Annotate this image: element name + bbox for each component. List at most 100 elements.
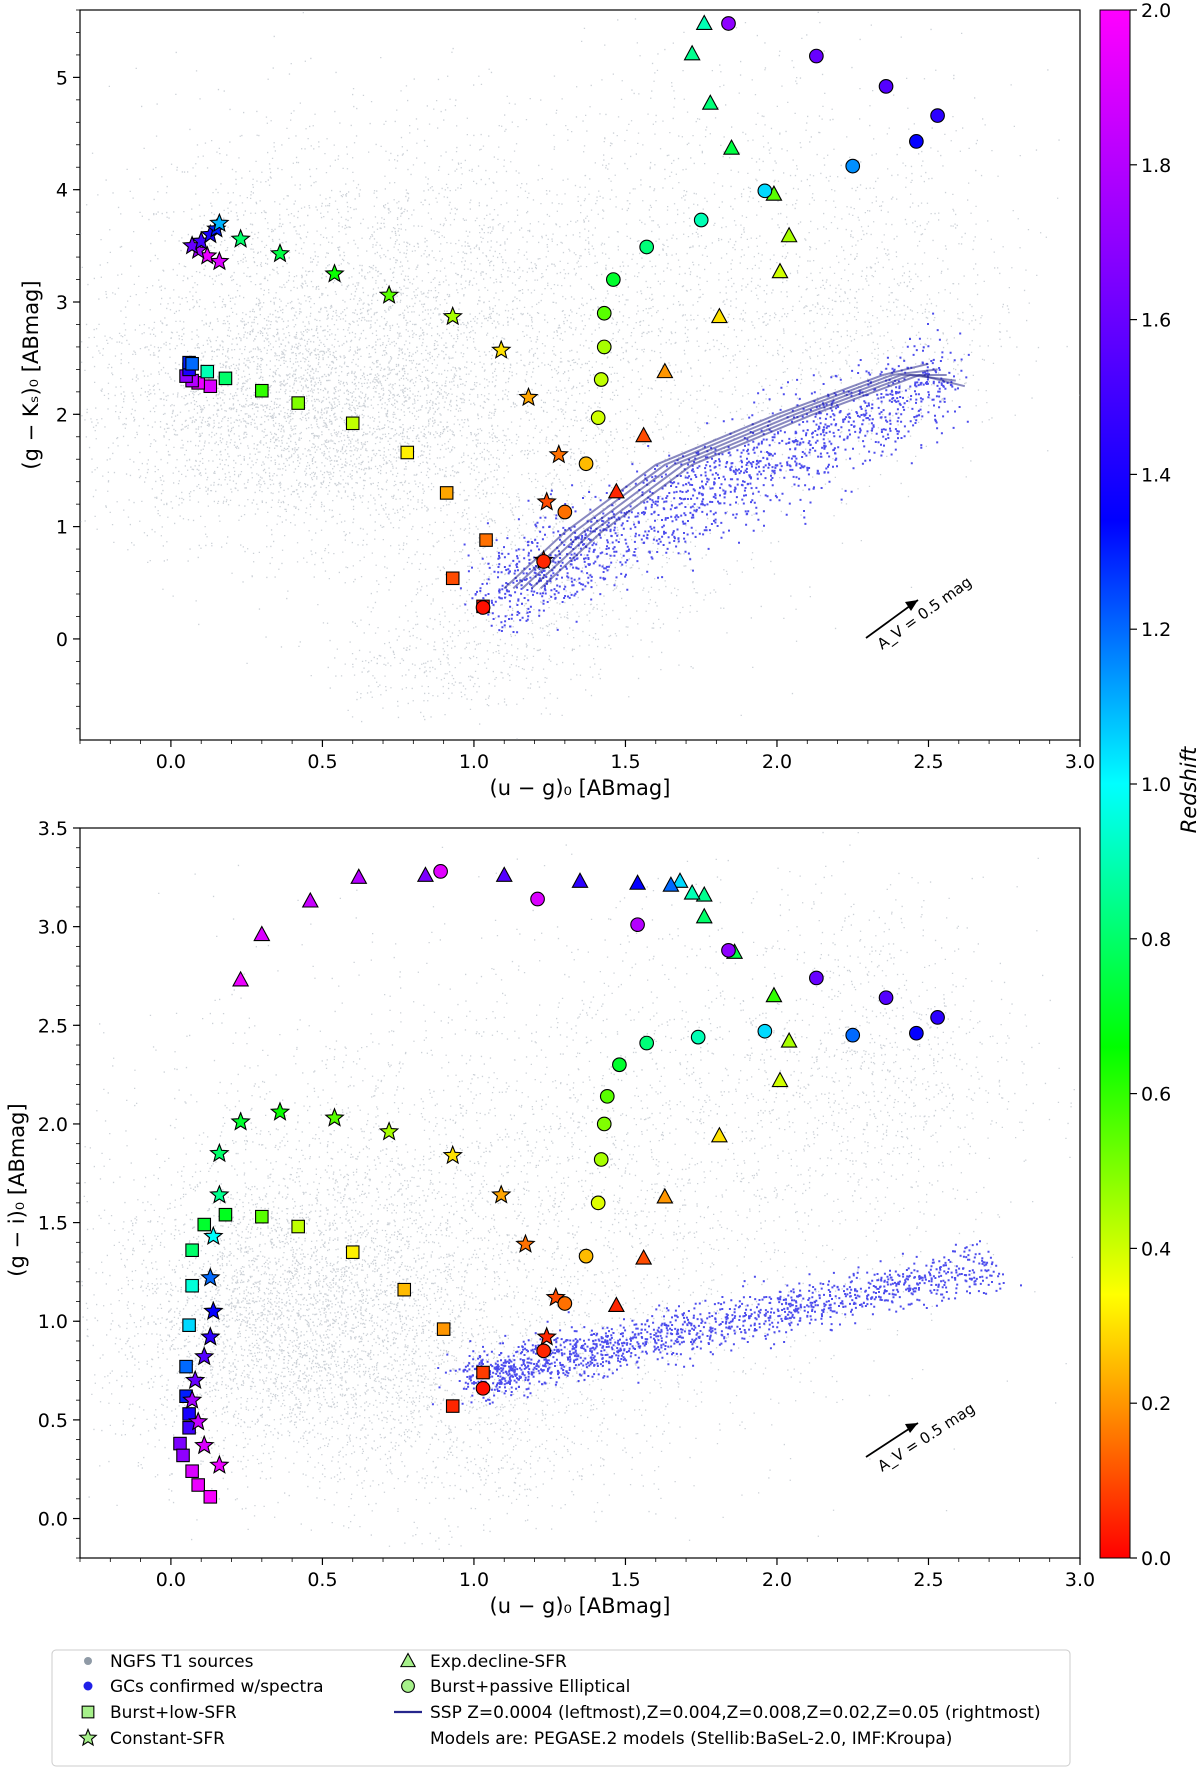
bottom-star-marker xyxy=(378,1121,400,1141)
bottom-triangle-marker xyxy=(771,1071,789,1088)
colorbar-tick-label: 2.0 xyxy=(1141,0,1171,22)
bottom-circle-marker xyxy=(590,1195,606,1211)
top-square-marker xyxy=(445,571,460,586)
bottom-plot-frame xyxy=(79,827,1081,1559)
bottom-circle-marker xyxy=(578,1248,594,1264)
top-square-marker xyxy=(218,371,233,386)
bottom-star-marker xyxy=(515,1233,536,1253)
bottom-square-marker xyxy=(436,1322,451,1336)
top-circle-marker xyxy=(930,108,945,123)
top-x-tick-label: 2.5 xyxy=(913,751,943,773)
bottom-star-marker xyxy=(203,1225,224,1246)
bottom-star-marker xyxy=(209,1454,230,1474)
top-star-marker xyxy=(548,443,569,464)
top-y-tick-label: 0 xyxy=(56,629,68,651)
bottom-star-marker xyxy=(184,1369,206,1390)
top-star-marker xyxy=(230,228,251,248)
redshift-colorbar: 0.0 0.2 0.4 0.6 0.8 1.0 1.2 1.4 1.6 1.8 2.0 Redshi… xyxy=(1099,0,1200,1570)
bottom-y-tick-label: 2.0 xyxy=(38,1114,68,1136)
top-ssp-line-0 xyxy=(503,362,929,590)
bottom-x-axis-label: (u − g)₀ [ABmag] xyxy=(490,1594,671,1618)
colorbar-gradient xyxy=(1099,9,1131,1559)
top-triangle-marker xyxy=(771,262,789,279)
bottom-gc-dots xyxy=(431,1240,1022,1406)
bottom-triangle-marker xyxy=(662,876,680,892)
top-field-source-dots xyxy=(80,11,1080,740)
colorbar-tick-label: 0.4 xyxy=(1141,1238,1171,1260)
top-triangle-marker xyxy=(701,94,719,110)
bottom-square-marker xyxy=(185,1464,199,1478)
bottom-square-marker xyxy=(185,1243,199,1258)
top-y-tick-label: 3 xyxy=(56,292,68,314)
bottom-square-marker xyxy=(185,1278,199,1293)
top-star-marker xyxy=(209,212,230,233)
bottom-star-marker xyxy=(209,1184,230,1204)
top-circle-marker xyxy=(605,272,621,287)
top-circle-marker xyxy=(639,239,655,255)
top-circle-marker xyxy=(590,410,606,426)
top-star-marker xyxy=(324,263,345,283)
top-square-marker xyxy=(255,383,269,398)
top-y-tick-label: 5 xyxy=(56,67,68,89)
bottom-circle-marker xyxy=(930,1010,945,1025)
bottom-y-tick-label: 3.0 xyxy=(38,917,68,939)
bottom-model-markers xyxy=(173,864,945,1504)
bottom-x-tick-label: 1.0 xyxy=(459,1569,489,1591)
top-circle-marker xyxy=(596,305,612,321)
bottom-x-tick-label: 2.5 xyxy=(913,1569,943,1591)
legend-label: SSP Z=0.0004 (leftmost),Z=0.004,Z=0.008,… xyxy=(430,1703,1041,1723)
legend-label: Burst+low-SFR xyxy=(110,1703,237,1723)
bottom-y-tick-label: 1.0 xyxy=(38,1311,68,1333)
bottom-square-marker xyxy=(218,1207,233,1222)
bottom-circle-marker xyxy=(721,942,736,958)
top-circle-marker xyxy=(596,339,612,355)
top-x-axis-label: (u − g)₀ [ABmag] xyxy=(490,776,671,800)
top-reddening-arrowhead xyxy=(905,600,918,611)
top-star-marker xyxy=(536,491,557,511)
legend-marker-gc xyxy=(83,1681,93,1691)
bottom-triangle-marker xyxy=(232,970,250,987)
top-y-tick-label: 1 xyxy=(56,517,68,539)
bottom-star-marker xyxy=(200,1267,221,1287)
legend-marker-circle xyxy=(401,1679,415,1693)
bottom-x-tick-label: 1.5 xyxy=(610,1569,640,1591)
top-gc-points xyxy=(459,312,970,634)
bottom-circle-marker xyxy=(475,1380,491,1396)
bottom-x-tick-label: 0.5 xyxy=(307,1569,337,1591)
top-x-tick-label: 1.5 xyxy=(610,751,640,773)
top-square-marker xyxy=(291,396,305,410)
top-star-marker xyxy=(518,386,539,407)
top-x-tick-label: 0.5 xyxy=(307,751,337,773)
bottom-square-marker xyxy=(345,1245,360,1259)
bottom-square-marker xyxy=(397,1282,412,1297)
top-circle-marker xyxy=(809,48,824,64)
colorbar-tick-label: 1.4 xyxy=(1141,464,1171,486)
colorbar-label: Redshift xyxy=(1177,746,1200,833)
bottom-star-marker xyxy=(230,1111,251,1131)
top-circle-marker xyxy=(845,158,861,174)
colorbar-tick-label: 0.0 xyxy=(1141,1548,1171,1570)
bottom-gc-points xyxy=(431,1240,1022,1406)
top-circle-marker xyxy=(578,456,594,472)
top-triangle-marker xyxy=(683,44,701,61)
top-y-tick-label: 4 xyxy=(56,180,68,202)
bottom-star-marker xyxy=(181,1389,203,1409)
colorbar-tick-label: 0.6 xyxy=(1141,1084,1171,1106)
bottom-circle-marker xyxy=(433,864,448,879)
bottom-triangle-marker xyxy=(780,1031,798,1048)
bottom-circle-marker xyxy=(536,1343,551,1359)
bottom-square-marker xyxy=(182,1318,196,1332)
bottom-square-marker xyxy=(445,1399,460,1413)
bottom-circle-marker xyxy=(593,1152,609,1167)
bottom-y-tick-label: 2.5 xyxy=(38,1015,68,1037)
bottom-circle-marker xyxy=(557,1296,573,1311)
top-model-markers xyxy=(179,14,945,615)
bottom-triangle-marker xyxy=(416,866,434,882)
bottom-y-tick-label: 0.0 xyxy=(38,1509,68,1531)
top-circle-marker xyxy=(536,554,551,569)
top-ssp-lines xyxy=(503,362,966,590)
top-circle-marker xyxy=(878,79,894,94)
top-triangle-marker xyxy=(722,138,741,155)
legend-box xyxy=(51,1649,1071,1767)
top-y-axis-label: (g − Kₛ)₀ [ABmag] xyxy=(19,280,43,469)
